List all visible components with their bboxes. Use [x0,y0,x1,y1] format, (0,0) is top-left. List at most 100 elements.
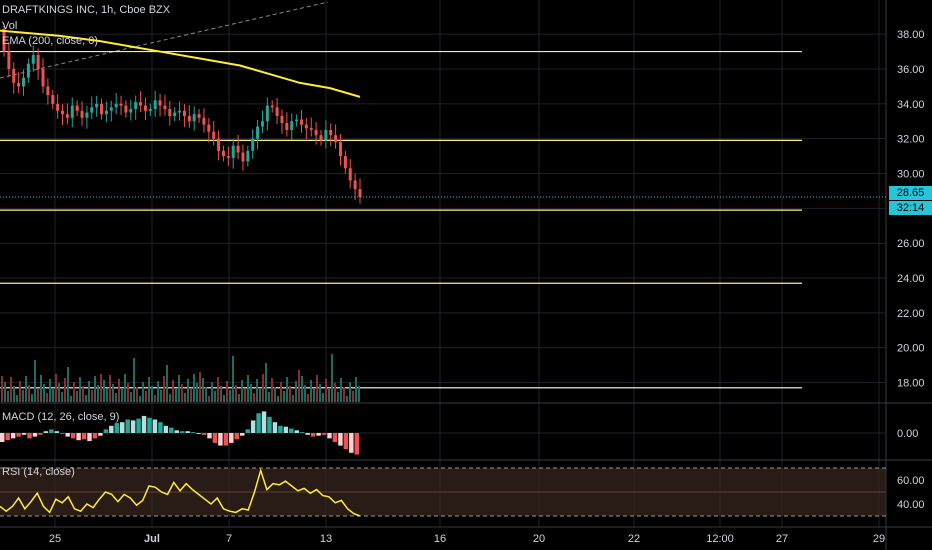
macd-bar [152,419,158,433]
macd-bar [349,433,354,453]
candle-body [7,51,11,69]
macd-bar [256,413,261,433]
price-axis-tick: 34.00 [897,99,925,111]
volume-bar [13,386,15,402]
macd-bar [190,432,196,433]
price-axis-tick: 36.00 [897,64,925,76]
volume-bar [124,374,126,402]
volume-bar [313,389,315,402]
candle-body [265,105,269,122]
volume-bar [295,381,297,402]
volume-bar [277,396,279,402]
volume-bar [112,384,114,402]
volume-bar [229,390,231,402]
candle-body [304,124,308,129]
volume-bar [352,391,354,402]
volume-bar [49,379,51,402]
volume-bar [133,358,135,402]
volume-bar [181,384,183,402]
volume-bar [118,379,120,402]
time-axis-tick: 12:00 [706,533,734,545]
volume-bar [262,374,264,402]
candle-body [61,110,65,115]
price-axis-tick: 38.00 [897,29,925,41]
volume-bar [184,393,186,402]
volume-bar [289,386,291,402]
candle-body [187,116,191,122]
macd-bar [278,425,283,433]
macd-bar [60,433,65,434]
volume-bar [343,387,345,402]
price-axis-tick: 30.00 [897,169,925,181]
macd-bar [321,433,327,435]
candle-body [41,68,45,87]
candle-body [56,103,60,111]
candle-body [217,138,221,151]
volume-bar [67,367,69,402]
volume-bar [22,390,24,402]
volume-bar [58,383,60,402]
candle-body [290,121,294,130]
rsi-label: RSI (14, close) [2,466,75,478]
volume-bar [172,380,174,402]
price-axis-tick: 18.00 [897,378,925,390]
volume-bar [46,393,48,402]
volume-bar [82,386,84,402]
macd-bar [234,433,239,440]
macd-bar [5,433,10,441]
volume-bar [34,360,36,402]
candle-body [70,105,74,118]
macd-bar [212,433,218,443]
candle-body [12,68,16,83]
candle-body [338,142,342,157]
macd-bar [43,431,49,433]
price-axis-tick: 20.00 [897,343,925,355]
volume-bar [43,384,45,402]
candle-body [280,116,284,123]
volume-bar [91,390,93,402]
volume-bar [334,383,336,402]
volume-bar [61,392,63,402]
macd-bar [109,425,114,433]
candle-body [241,152,245,162]
rsi-axis-tick: 60.00 [897,475,925,487]
volume-bar [310,380,312,402]
volume-bar [217,377,219,402]
volume-bar [283,391,285,402]
macd-axis-tick: 0.00 [897,428,918,440]
volume-bar [244,389,246,402]
macd-bar [158,422,163,433]
macd-bar [332,433,338,442]
macd-bar [130,420,136,433]
candle-body [348,168,352,181]
volume-bar [154,395,156,402]
macd-bar [240,433,245,436]
macd-bar [92,433,98,439]
volume-bar [226,381,228,402]
volume-bar [100,374,102,402]
candle-body [129,109,133,113]
time-axis-tick: 27 [776,533,788,545]
volume-bar [94,376,96,402]
volume-bar [232,356,234,402]
candle-body [212,131,216,139]
candle-body [319,135,323,141]
macd-bar [21,433,27,435]
candle-body [246,150,250,162]
price-axis-tick: 24.00 [897,273,925,285]
macd-bar [180,431,185,433]
volume-bar [292,395,294,402]
volume-bar [325,379,327,402]
volume-bar [16,395,18,402]
volume-bar [88,381,90,402]
macd-bar [169,427,174,433]
countdown-tag: 32:14 [889,201,932,215]
macd-bar [54,431,59,433]
candle-body [270,105,274,108]
candle-body [353,180,357,190]
candle-body [80,110,84,118]
macd-bar [0,433,5,442]
candle-body [251,138,255,151]
volume-bar [265,363,267,402]
